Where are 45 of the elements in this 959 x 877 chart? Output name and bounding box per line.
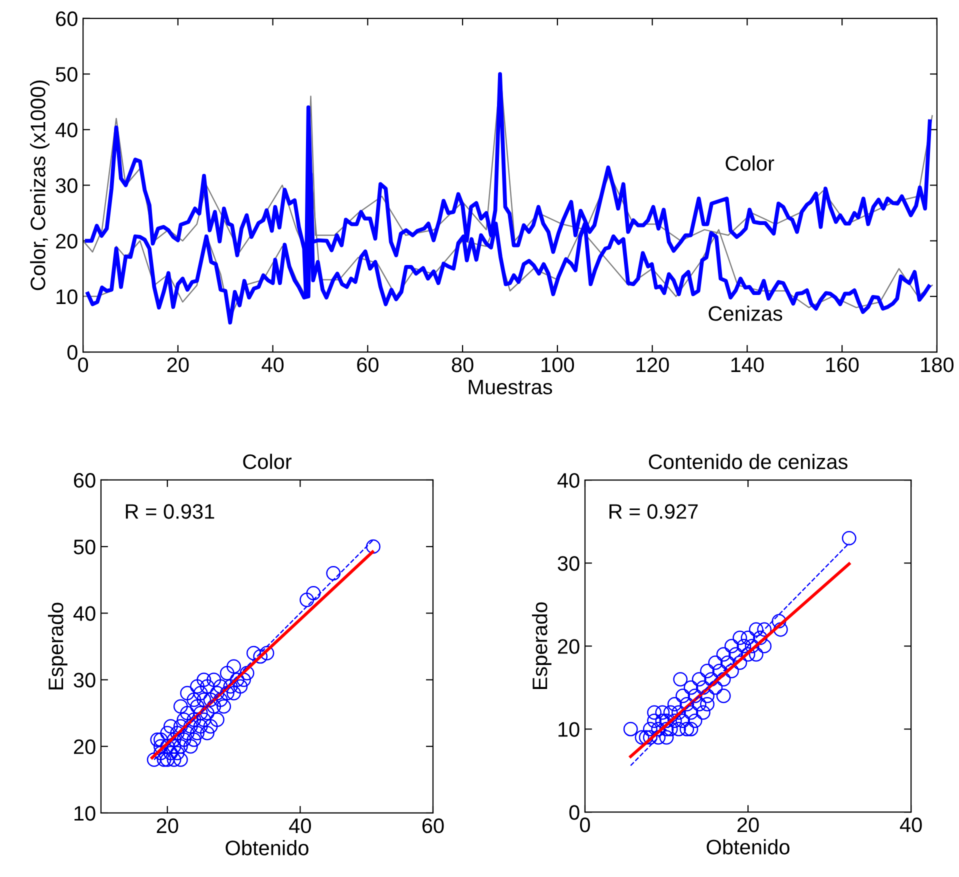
x-axis-title: Obtenido [226,840,308,856]
x-tick-label: 20 [167,357,189,372]
y-tick-label: 10 [56,289,78,304]
y-tick-label: 30 [558,556,580,571]
annotation: R = 0.927 [610,504,698,519]
x-tick-label: 60 [422,818,444,834]
x-tick-label: 40 [900,818,922,832]
y-tick-label: 0 [569,805,580,820]
y-tick-label: 30 [74,672,96,688]
y-tick-label: 20 [74,739,96,754]
x-tick-label: 100 [542,357,574,372]
x-tick-label: 60 [357,357,378,372]
x-tick-label: 40 [262,357,284,372]
chart-title: Contenido de cenizas [648,454,848,470]
x-tick-label: 20 [737,818,759,832]
y-tick-label: 60 [56,11,78,26]
series-label: Cenizas [708,306,782,321]
y-tick-label: 40 [557,473,580,488]
y-tick-label: 40 [73,606,96,621]
x-tick-label: 160 [826,357,859,372]
x-axis-title: Muestras [468,380,552,394]
y-tick-label: 10 [74,806,96,821]
annotation: R = 0.931 [126,504,214,519]
y-tick-label: 10 [558,722,580,737]
y-axis-title: Color, Cenizas (x1000) [30,80,50,290]
y-tick-label: 30 [56,178,78,193]
y-tick-label: 40 [55,122,78,138]
x-tick-label: 0 [580,818,590,832]
y-tick-label: 50 [56,67,78,82]
y-tick-label: 0 [67,345,78,360]
x-tick-label: 180 [921,357,954,372]
series-label: Color [726,155,774,171]
y-tick-label: 50 [74,540,96,554]
chart-title: Color [243,454,292,470]
x-tick-label: 20 [156,818,178,834]
x-tick-label: 140 [731,357,764,372]
x-tick-label: 120 [636,357,669,372]
x-tick-label: 40 [289,818,311,834]
y-tick-label: 20 [558,639,580,654]
x-axis-title: Obtenido [706,839,790,854]
x-tick-label: 80 [452,357,474,372]
y-axis-title: Esperado [532,602,552,689]
y-axis-title: Esperado [48,602,68,690]
y-tick-label: 60 [74,472,96,488]
y-tick-label: 20 [56,234,78,249]
